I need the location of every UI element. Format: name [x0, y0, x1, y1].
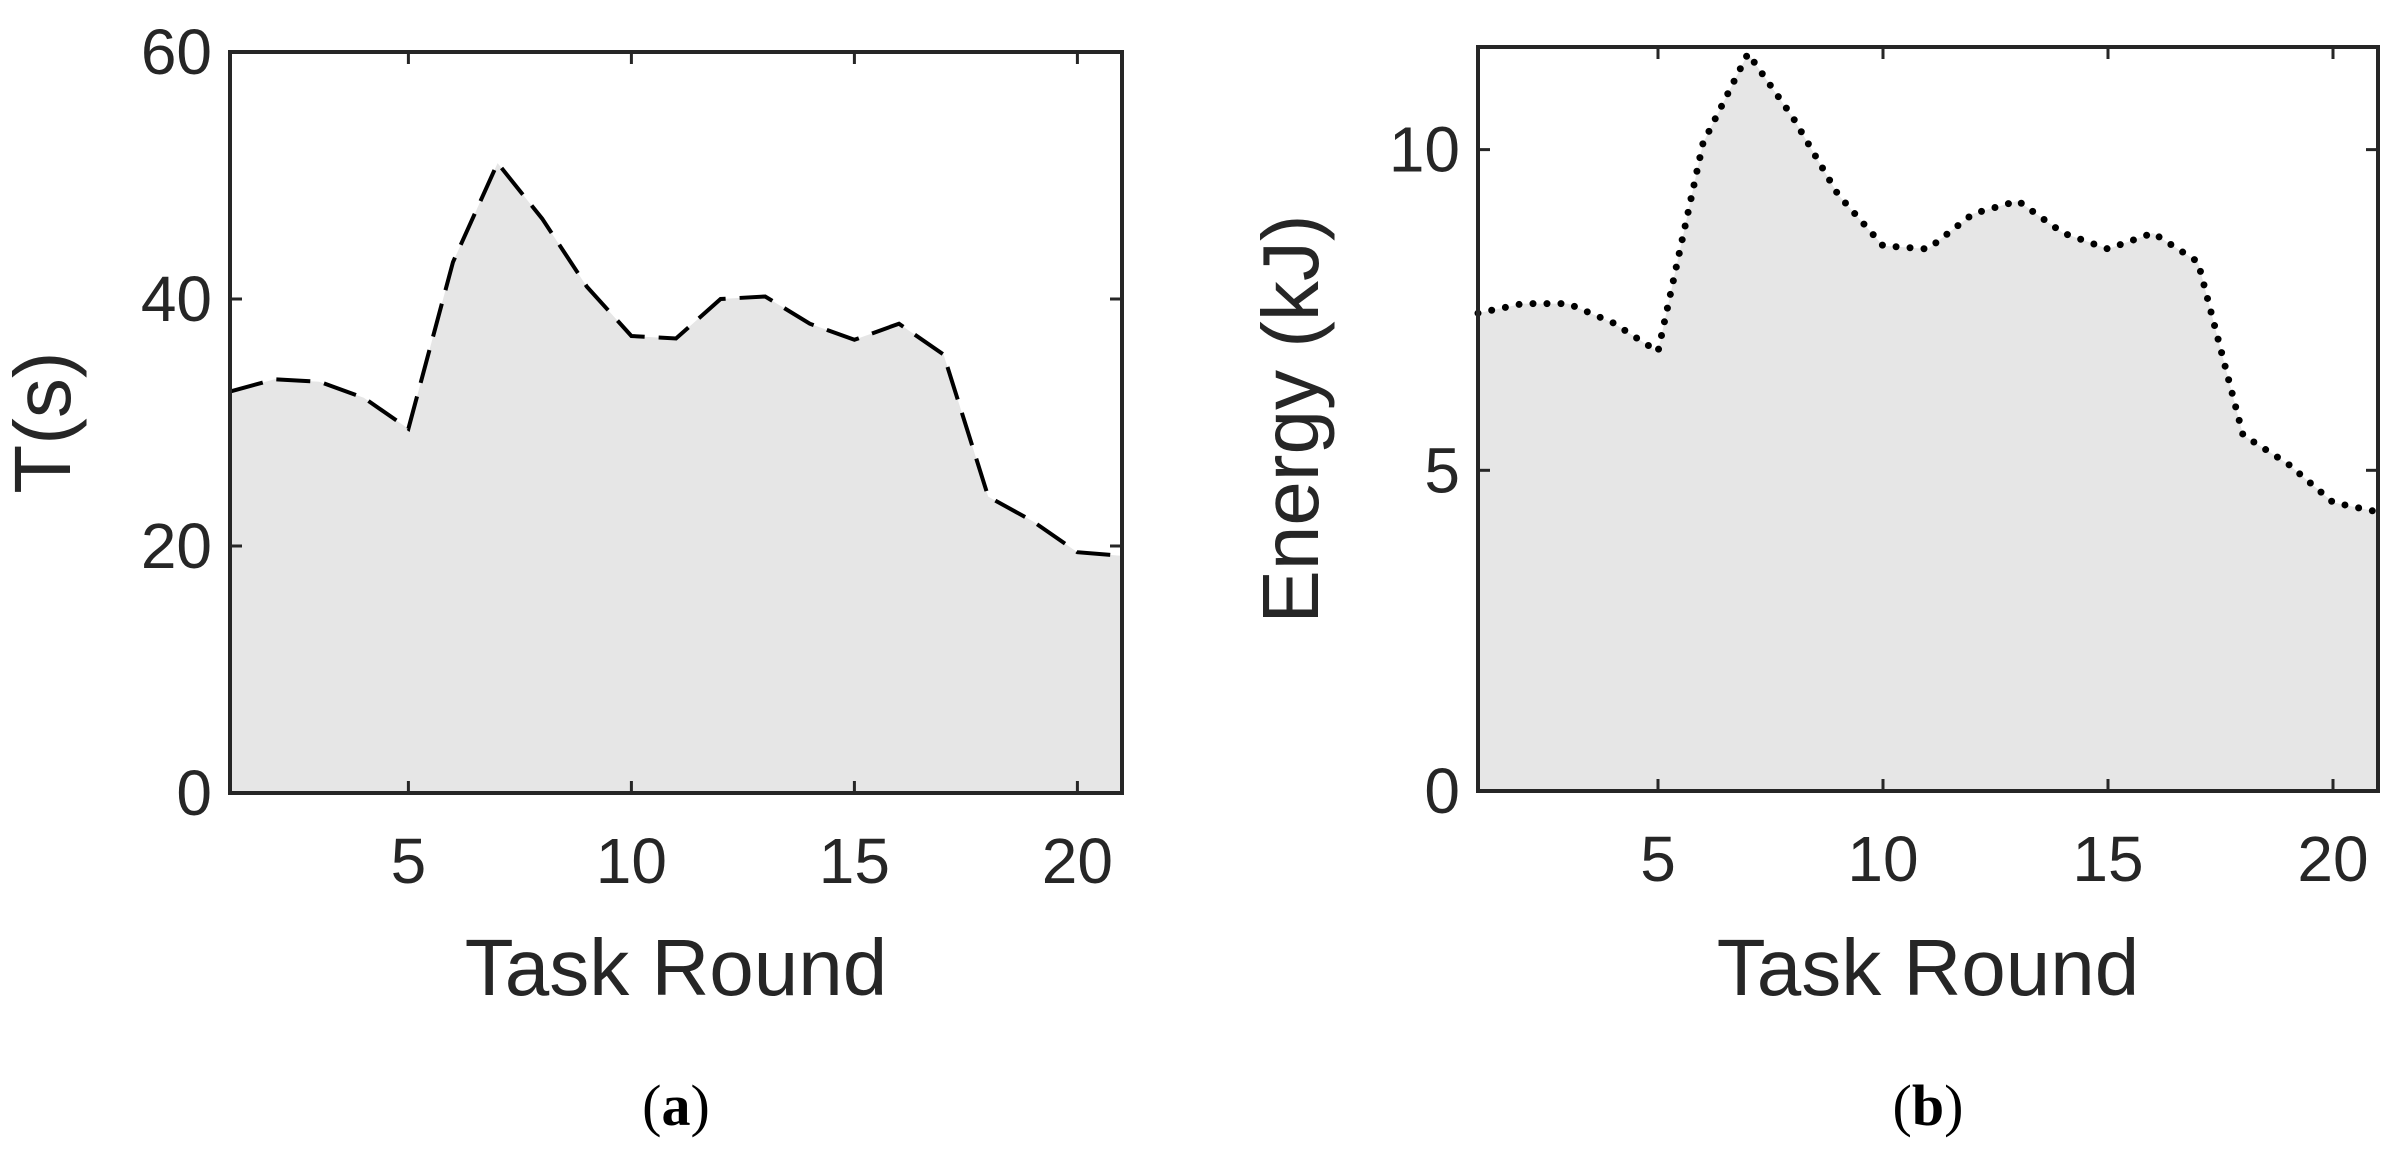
x-tick-label: 5	[391, 825, 427, 897]
x-axis-title: Task Round	[1717, 923, 2139, 1012]
y-tick-label: 60	[141, 16, 212, 88]
panel-label: (a)	[642, 1073, 710, 1138]
x-tick-label: 10	[596, 825, 667, 897]
y-axis-title: T(s)	[0, 351, 87, 493]
area-fill	[230, 163, 1122, 794]
x-tick-label: 5	[1640, 823, 1676, 895]
series-line	[1474, 46, 2382, 516]
y-tick-label: 40	[141, 263, 212, 335]
panel-label-letter: b	[1912, 1073, 1944, 1138]
series-line	[229, 159, 1123, 558]
chart-panel-a: 5 10 15 20 0 20 40 60 Task Round T(s) (a)	[0, 16, 1124, 1138]
x-tick-label: 10	[1847, 823, 1918, 895]
y-tick-label: 20	[141, 510, 212, 582]
chart-panel-b: 5 10 15 20 0 5 10 Task Round Energy (kJ) (b)	[1246, 45, 2382, 1138]
y-tick-label: 0	[1424, 755, 1460, 827]
x-axis-title: Task Round	[465, 923, 887, 1012]
y-axis-ticks: 0 20 40 60	[141, 16, 1122, 829]
x-axis-ticks: 5 10 15 20	[391, 52, 1113, 897]
y-tick-label: 5	[1424, 434, 1460, 506]
plot-frame	[228, 50, 1124, 795]
x-tick-label: 20	[1042, 825, 1113, 897]
area-fill	[1478, 53, 2378, 791]
plot-area	[229, 159, 1123, 794]
panel-label-letter: a	[662, 1073, 691, 1138]
y-tick-label: 0	[176, 757, 212, 829]
plot-area	[1474, 46, 2382, 791]
x-tick-label: 15	[819, 825, 890, 897]
panel-label-open: (	[1893, 1073, 1912, 1138]
plot-frame	[1476, 45, 2380, 793]
x-tick-label: 15	[2072, 823, 2143, 895]
y-axis-title: Energy (kJ)	[1246, 215, 1335, 624]
y-axis-ticks: 0 5 10	[1389, 114, 2378, 827]
x-tick-label: 20	[2297, 823, 2368, 895]
panel-label-open: (	[642, 1073, 661, 1138]
x-axis-ticks: 5 10 15 20	[1640, 47, 2369, 895]
panel-label: (b)	[1893, 1073, 1964, 1138]
panel-label-close: )	[691, 1073, 710, 1138]
y-tick-label: 10	[1389, 114, 1460, 186]
panel-label-close: )	[1944, 1073, 1963, 1138]
